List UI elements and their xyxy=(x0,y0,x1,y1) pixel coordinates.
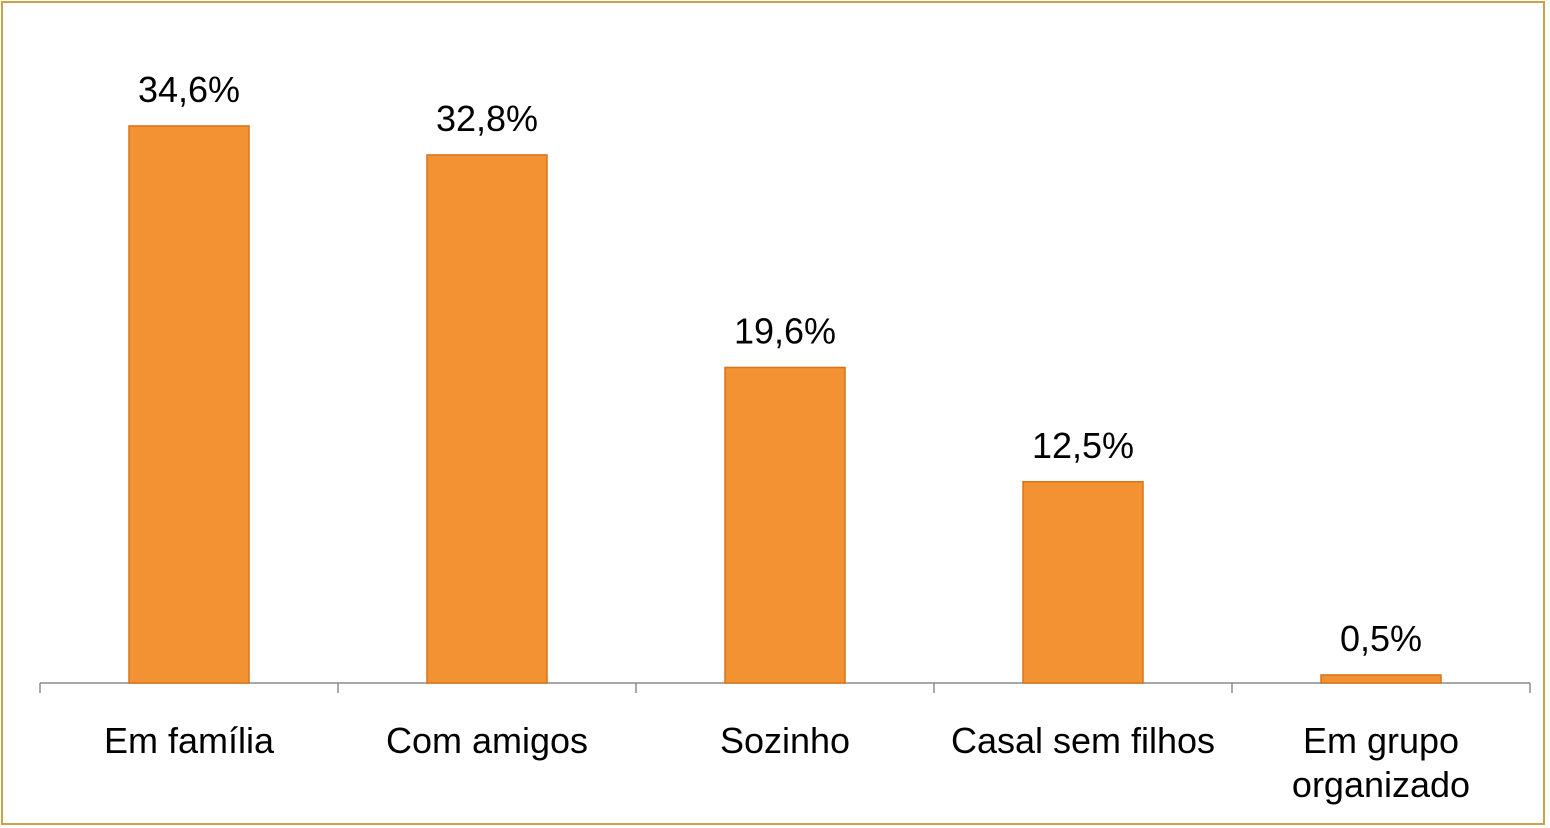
bar xyxy=(1022,481,1144,684)
value-label: 32,8% xyxy=(436,98,538,139)
x-tick-label: Sozinho xyxy=(719,720,851,761)
x-tick-label: Em família xyxy=(103,720,275,761)
bar xyxy=(426,154,548,684)
x-tick-label: Com amigos xyxy=(385,720,589,761)
bar xyxy=(128,125,250,684)
bar xyxy=(724,366,846,684)
bar xyxy=(1320,674,1442,684)
x-tick-label: Em grupo organizado xyxy=(1291,720,1471,805)
x-tick-label: Casal sem filhos xyxy=(950,720,1216,761)
value-label: 19,6% xyxy=(734,310,836,351)
value-label: 12,5% xyxy=(1032,425,1134,466)
value-label: 34,6% xyxy=(138,69,240,110)
value-label: 0,5% xyxy=(1340,618,1422,659)
